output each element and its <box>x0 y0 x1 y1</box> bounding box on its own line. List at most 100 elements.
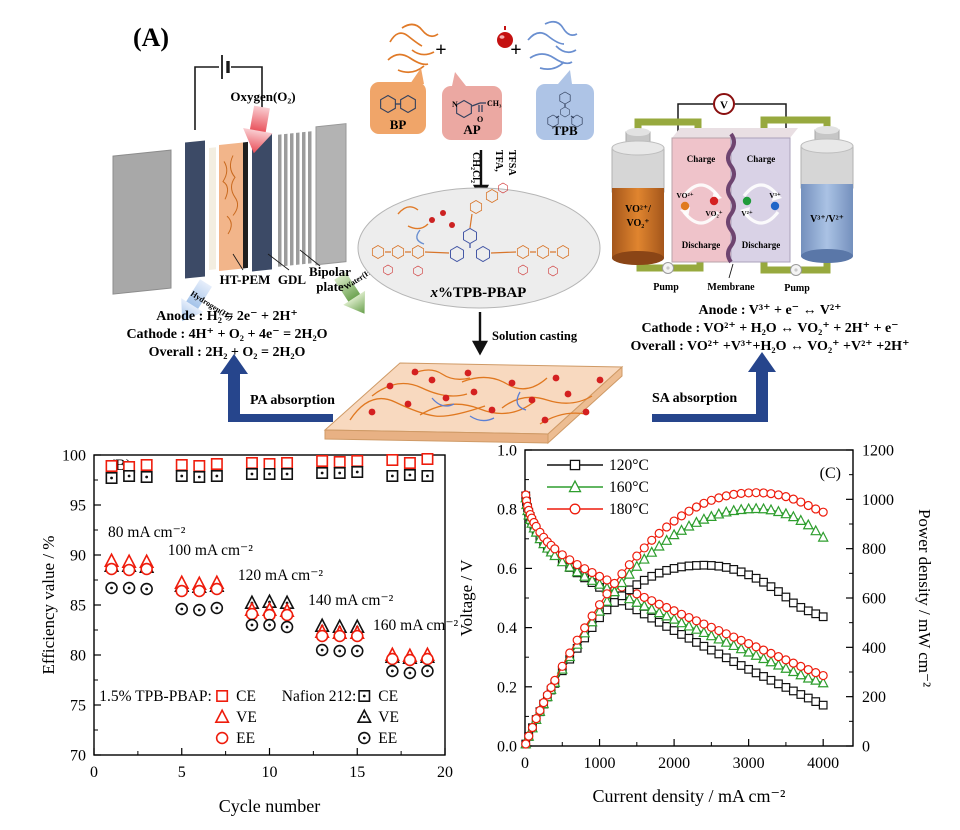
legend-entry-label-c: 120°C <box>609 457 649 474</box>
vrfb-cathode-eq: Cathode : VO²⁺ + H₂O ↔ VO₂⁺ + 2H⁺ + e⁻ <box>641 321 898 336</box>
ht-pem-label: HT-PEM <box>220 272 271 287</box>
x-tick-label-b: 15 <box>349 764 365 781</box>
pump-icon-right <box>790 264 802 276</box>
current-density-annotation: 80 mA cm⁻² <box>108 524 186 541</box>
legend-entry-label: CE <box>236 688 256 705</box>
fc-anode-eq: Anode : H₂ = 2e⁻ + 2H⁺ <box>156 309 297 324</box>
current-density-annotation: 160 mA cm⁻² <box>373 617 458 634</box>
product-name-rest: %TPB-PBAP <box>438 285 526 301</box>
right-tick-label-c: 400 <box>862 640 886 657</box>
y-tick-label-b: 75 <box>70 698 86 715</box>
membrane-label: Membrane <box>707 282 755 293</box>
y-tick-label-b: 70 <box>70 748 86 765</box>
discharge-label-right: Discharge <box>742 240 781 250</box>
y-tick-label-b: 80 <box>70 648 86 665</box>
x-tick-label-b: 20 <box>437 764 453 781</box>
y-tick-label-b: 100 <box>62 448 86 465</box>
ion-v2-label: V²⁺ <box>741 209 753 218</box>
series-c <box>520 488 829 749</box>
ion-v3-dot <box>770 201 780 211</box>
ap-o-atom: O <box>477 115 483 124</box>
circuit-wires <box>194 55 263 130</box>
tpb-polymer-squiggles-icon <box>527 20 578 70</box>
y-tick-label-b: 85 <box>70 598 86 615</box>
synthesis-scheme: + + BP <box>220 20 776 445</box>
panel-b-efficiency-chart: 70 75 80 85 90 95 100 0 5 10 15 20 Cycle number Effic… <box>39 448 458 817</box>
sa-absorption-label: SA absorption <box>652 391 737 406</box>
right-tick-label-c: 600 <box>862 591 886 608</box>
pump-label-right: Pump <box>784 283 810 294</box>
cell-membrane-icon <box>726 132 736 264</box>
legend-entry-label: VE <box>236 709 257 726</box>
series-b <box>103 453 436 680</box>
x-tick-label-c: 0 <box>521 755 529 772</box>
y-tick-label-b: 95 <box>70 498 86 515</box>
legend-entry-label: EE <box>236 730 255 747</box>
left-tick-label-c: 0.8 <box>497 502 517 519</box>
current-density-annotation: 140 mA cm⁻² <box>308 592 394 609</box>
solvent-ch2cl2: CH₂Cl₂ <box>470 152 481 183</box>
legend-group-title: 1.5% TPB-PBAP: <box>99 688 212 705</box>
bp-label: BP <box>390 117 407 132</box>
panel-c-title: (C) <box>820 465 841 482</box>
x-tick-label-c: 4000 <box>807 755 839 772</box>
charge-label-right: Charge <box>747 154 776 164</box>
bipolar-plate-label-2: plate <box>316 279 344 294</box>
fc-overall-eq: Overall : 2H₂ + O₂ = 2H₂O <box>149 345 306 360</box>
pump-label-left: Pump <box>653 282 679 293</box>
ap-ch3-group: CH₃ <box>487 99 502 108</box>
casting-arrow-icon <box>471 312 489 356</box>
fuel-cell-diagram: Oxygen(O₂) Hydrogen(H₂) Water(H₂O) <box>112 55 382 360</box>
y-tick-label-b: 90 <box>70 548 86 565</box>
ion-v3-label: V³⁺ <box>769 191 781 200</box>
tank-right-label: V³⁺/V²⁺ <box>810 214 844 225</box>
ion-vo2p-label: VO₂⁺ <box>705 209 722 218</box>
plus-sign-1: + <box>435 39 446 61</box>
tank-left-label-2: VO₂⁺ <box>626 218 649 229</box>
pointer-lines <box>232 249 321 271</box>
voltmeter-icon <box>713 93 735 115</box>
fuel-cell-stack <box>112 123 347 295</box>
panel-a-scheme: (A) <box>112 20 909 445</box>
tpb-monomer-box: TPB <box>536 70 594 140</box>
series-circle-nafion <box>105 581 434 680</box>
left-tick-label-c: 0.4 <box>497 620 517 637</box>
ion-vo2p-dot <box>709 196 719 206</box>
legend-c: 120°C 160°C 180°C <box>547 457 649 518</box>
fc-cathode-eq: Cathode : 4H⁺ + O₂ + 4e⁻ = 2H₂O <box>126 327 327 342</box>
membrane-sheet <box>323 362 624 445</box>
right-tick-label-c: 1000 <box>862 492 894 509</box>
x-tick-label-c: 1000 <box>584 755 616 772</box>
bp-monomer-box: BP <box>370 68 426 134</box>
series-square-nafion <box>105 465 434 484</box>
bp-polymer-squiggles-icon <box>387 23 439 74</box>
right-tick-label-c: 0 <box>862 739 870 756</box>
legend-entry-label: CE <box>378 688 398 705</box>
charge-label-left: Charge <box>687 154 716 164</box>
ion-vo2-dot <box>680 201 690 211</box>
ap-monomer-box: N CH₃ O AP <box>442 72 502 140</box>
ion-v2-dot <box>742 196 752 206</box>
pa-absorption-label: PA absorption <box>250 393 335 408</box>
voltmeter-label: V <box>720 100 728 112</box>
battery-cell: Charge Charge Discharge Discharge VO²⁺ V… <box>671 128 798 264</box>
left-tick-label-c: 1.0 <box>497 443 517 460</box>
product-ellipse: x %TPB-PBAP <box>357 182 601 309</box>
panel-a-label: (A) <box>133 23 169 52</box>
x-tick-label-b: 0 <box>90 764 98 781</box>
panel-c-polarization-chart: 0.0 0.2 0.4 0.6 0.8 1.0 0 200 400 600 800 1000 1200 0… <box>457 443 934 807</box>
right-tick-label-c: 800 <box>862 541 886 558</box>
x-tick-label-c: 2000 <box>658 755 690 772</box>
series-right-triangle <box>520 502 829 749</box>
x-axis-label-b: Cycle number <box>219 796 320 816</box>
oxygen-label: Oxygen(O₂) <box>230 89 295 104</box>
legend-entry-label: VE <box>378 709 399 726</box>
series-circle-tpb <box>105 562 434 667</box>
y-axis-label-b: Efficiency value / % <box>39 536 58 675</box>
pump-icon-left <box>662 262 674 274</box>
legend-entry-label-c: 180°C <box>609 501 649 518</box>
series-left-circle <box>521 490 828 681</box>
sheet-pa-dots <box>368 368 604 424</box>
